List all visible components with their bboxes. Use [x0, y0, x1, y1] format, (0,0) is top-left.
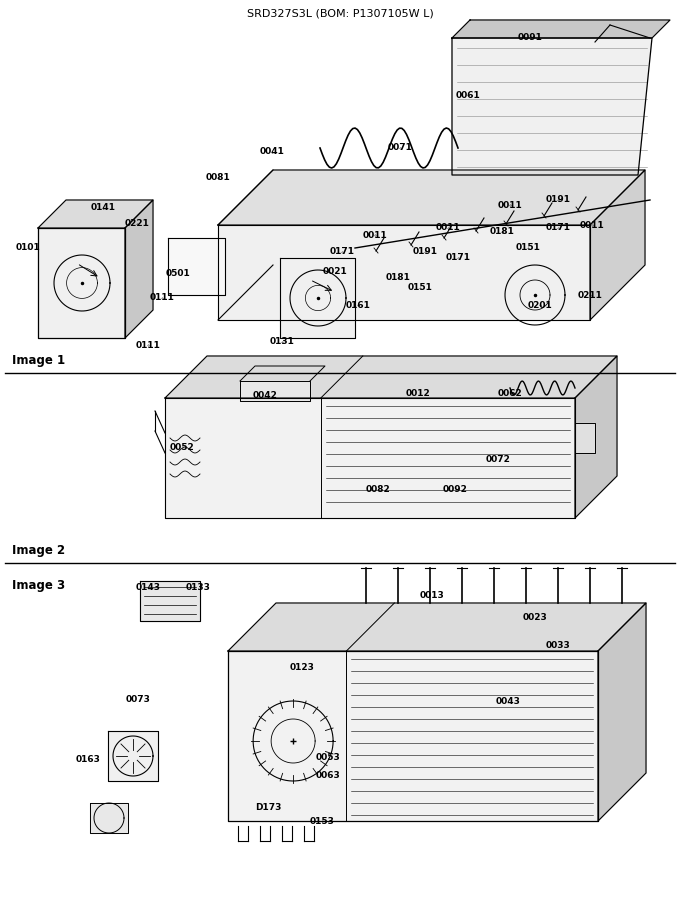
Polygon shape [165, 356, 617, 398]
Text: 0023: 0023 [523, 613, 547, 622]
Polygon shape [108, 731, 158, 781]
Text: 0151: 0151 [407, 284, 432, 293]
Polygon shape [218, 170, 645, 225]
Polygon shape [38, 228, 125, 338]
Text: 0071: 0071 [388, 144, 413, 153]
Polygon shape [240, 381, 310, 401]
Text: 0092: 0092 [443, 486, 467, 495]
Text: Image 3: Image 3 [12, 579, 65, 592]
Text: 0171: 0171 [545, 224, 571, 233]
Polygon shape [165, 398, 575, 518]
Text: 0012: 0012 [406, 389, 430, 398]
Polygon shape [452, 38, 652, 175]
Polygon shape [228, 651, 598, 821]
Text: 0011: 0011 [436, 224, 460, 233]
Text: 0123: 0123 [290, 664, 314, 673]
Text: 0191: 0191 [413, 248, 437, 257]
Polygon shape [125, 200, 153, 338]
Polygon shape [218, 225, 590, 320]
Polygon shape [280, 258, 355, 338]
Text: Image 1: Image 1 [12, 354, 65, 367]
Polygon shape [90, 803, 128, 833]
Text: 0151: 0151 [515, 243, 541, 252]
Text: 0133: 0133 [186, 584, 210, 593]
Text: 0073: 0073 [126, 695, 150, 705]
Text: 0063: 0063 [316, 770, 341, 779]
Text: 0081: 0081 [205, 173, 231, 182]
Polygon shape [38, 200, 153, 228]
Text: 0053: 0053 [316, 753, 341, 762]
Text: 0111: 0111 [150, 294, 175, 303]
Text: 0061: 0061 [456, 91, 480, 100]
Text: 0501: 0501 [166, 269, 190, 278]
Text: 0211: 0211 [577, 290, 602, 300]
Text: 0091: 0091 [517, 33, 543, 42]
Text: 0041: 0041 [260, 147, 284, 156]
Text: 0011: 0011 [498, 200, 522, 209]
Text: 0181: 0181 [490, 227, 515, 236]
Polygon shape [590, 170, 645, 320]
Text: 0161: 0161 [345, 301, 371, 310]
Polygon shape [228, 603, 646, 651]
Text: 0201: 0201 [528, 301, 552, 310]
Text: 0111: 0111 [135, 340, 160, 349]
Polygon shape [575, 356, 617, 518]
Text: 0191: 0191 [545, 196, 571, 205]
Text: 0011: 0011 [362, 231, 388, 240]
Text: 0153: 0153 [309, 817, 335, 826]
Polygon shape [575, 423, 595, 453]
Text: 0011: 0011 [579, 221, 605, 230]
Text: 0062: 0062 [498, 389, 522, 398]
Text: 0141: 0141 [90, 204, 116, 213]
Text: 0052: 0052 [169, 444, 194, 453]
Text: SRD327S3L (BOM: P1307105W L): SRD327S3L (BOM: P1307105W L) [247, 8, 433, 18]
Text: Image 2: Image 2 [12, 544, 65, 557]
Text: 0221: 0221 [124, 219, 150, 228]
Text: 0131: 0131 [269, 338, 294, 347]
Text: 0171: 0171 [330, 248, 354, 257]
Text: 0042: 0042 [252, 391, 277, 400]
Text: D173: D173 [255, 804, 282, 813]
Text: 0101: 0101 [16, 243, 40, 252]
Text: 0171: 0171 [445, 253, 471, 262]
Text: 0163: 0163 [75, 755, 101, 764]
Polygon shape [140, 581, 200, 621]
Text: 0033: 0033 [545, 640, 571, 649]
Text: 0013: 0013 [420, 591, 444, 600]
Text: 0143: 0143 [135, 584, 160, 593]
Text: 0043: 0043 [496, 698, 520, 707]
Text: 0082: 0082 [366, 486, 390, 495]
Polygon shape [168, 238, 225, 295]
Polygon shape [452, 20, 670, 38]
Text: 0181: 0181 [386, 274, 411, 283]
Polygon shape [598, 603, 646, 821]
Text: 0072: 0072 [486, 455, 511, 464]
Text: 0021: 0021 [322, 268, 347, 277]
